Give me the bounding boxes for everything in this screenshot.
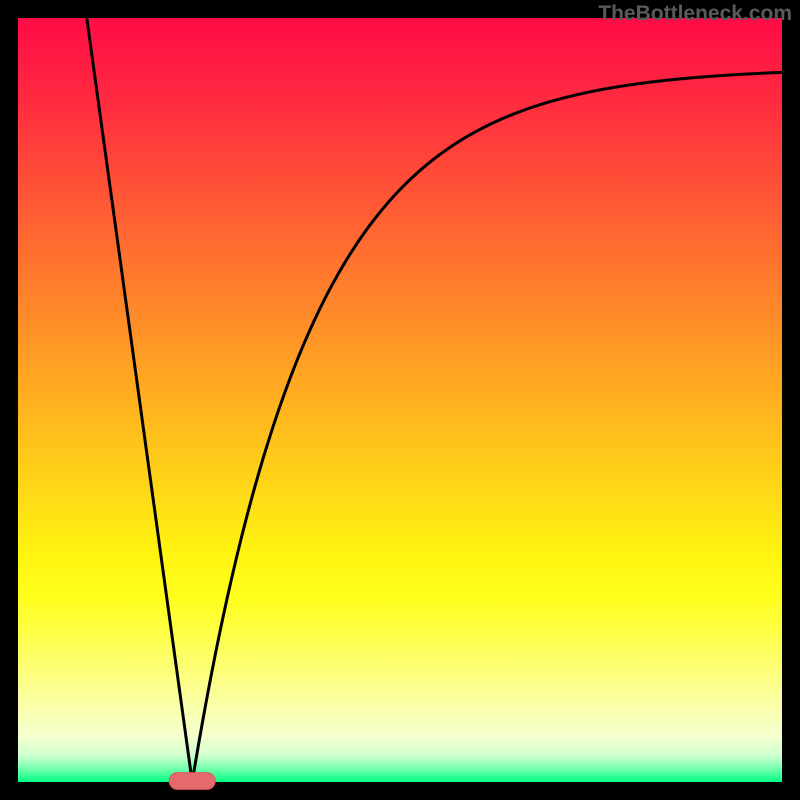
bottleneck-chart: TheBottleneck.com <box>0 0 800 800</box>
chart-svg <box>0 0 800 800</box>
plot-background <box>18 18 782 782</box>
optimal-marker <box>169 773 215 790</box>
watermark-text: TheBottleneck.com <box>598 2 792 26</box>
